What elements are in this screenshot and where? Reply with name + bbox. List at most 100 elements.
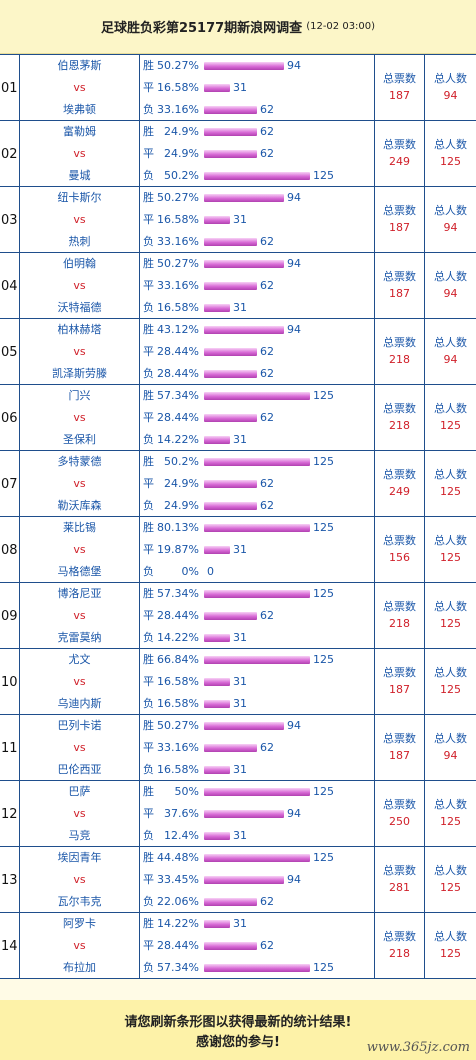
home-team[interactable]: 阿罗卡 (63, 917, 96, 930)
home-team[interactable]: 柏林赫塔 (57, 323, 102, 336)
draw-bar-line: 平 24.9% 62 (143, 143, 373, 165)
total-votes-cell: 总票数 250 (375, 781, 425, 847)
win-bar (204, 458, 310, 466)
win-count: 62 (260, 125, 274, 138)
loss-count: 125 (313, 961, 334, 974)
loss-label: 负 (143, 895, 154, 908)
away-team[interactable]: 马竞 (68, 829, 91, 842)
loss-bar (204, 502, 257, 510)
home-team[interactable]: 巴列卡诺 (57, 719, 102, 732)
total-users-value: 94 (443, 749, 458, 762)
page-title: 足球胜负彩第25177期新浪网调查 (100, 21, 303, 36)
loss-percent: 57.34% (157, 961, 199, 974)
total-votes-value: 187 (389, 287, 410, 300)
away-team[interactable]: 马格德堡 (57, 565, 102, 578)
home-team[interactable]: 尤文 (68, 653, 91, 666)
draw-bar (204, 546, 230, 554)
away-team[interactable]: 埃弗顿 (63, 103, 96, 116)
win-percent: 50% (174, 785, 199, 798)
home-team[interactable]: 博洛尼亚 (57, 587, 102, 600)
away-team[interactable]: 巴伦西亚 (57, 763, 102, 776)
match-teams: 纽卡斯尔 vs 热刺 (20, 187, 140, 253)
total-users-value: 94 (443, 221, 458, 234)
match-teams: 巴萨 vs 马竞 (20, 781, 140, 847)
total-votes-cell: 总票数 249 (375, 121, 425, 187)
loss-count: 125 (313, 169, 334, 182)
home-team[interactable]: 伯恩茅斯 (57, 59, 102, 72)
home-team[interactable]: 伯明翰 (63, 257, 96, 270)
win-count: 125 (313, 851, 334, 864)
win-count: 94 (287, 191, 301, 204)
draw-percent: 33.16% (157, 279, 199, 292)
match-teams: 门兴 vs 圣保利 (20, 385, 140, 451)
home-team[interactable]: 埃因青年 (57, 851, 102, 864)
away-team[interactable]: 布拉加 (63, 961, 96, 974)
win-percent: 57.34% (157, 587, 199, 600)
loss-percent: 50.2% (164, 169, 199, 182)
total-votes-value: 218 (389, 947, 410, 960)
draw-label: 平 (143, 477, 154, 490)
home-team[interactable]: 门兴 (68, 389, 91, 402)
total-votes-label: 总票数 (383, 534, 416, 547)
loss-bar (204, 106, 257, 114)
total-votes-value: 187 (389, 749, 410, 762)
total-votes-label: 总票数 (383, 798, 416, 811)
total-votes-cell: 总票数 218 (375, 913, 425, 979)
away-team[interactable]: 克雷莫纳 (57, 631, 102, 644)
win-count: 125 (313, 653, 334, 666)
vs-label: vs (73, 609, 86, 622)
total-votes-cell: 总票数 218 (375, 583, 425, 649)
win-bar-line: 胜 24.9% 62 (143, 121, 373, 143)
vote-bars: 胜 50.27% 94 平 16.58% 31 负 33.16% 62 (140, 187, 375, 253)
away-team[interactable]: 热刺 (68, 235, 91, 248)
match-teams: 多特蒙德 vs 勒沃库森 (20, 451, 140, 517)
away-team[interactable]: 凯泽斯劳滕 (52, 367, 107, 380)
draw-bar-line: 平 28.44% 62 (143, 605, 373, 627)
win-bar-line: 胜 14.22% 31 (143, 913, 373, 935)
loss-bar (204, 634, 230, 642)
match-number: 01 (0, 55, 20, 121)
away-team[interactable]: 沃特福德 (57, 301, 102, 314)
away-team[interactable]: 瓦尔韦克 (57, 895, 102, 908)
total-users-label: 总人数 (434, 336, 467, 349)
win-count: 125 (313, 521, 334, 534)
draw-bar (204, 942, 257, 950)
win-percent: 24.9% (164, 125, 199, 138)
win-label: 胜 (143, 587, 154, 600)
loss-bar-line: 负 16.58% 31 (143, 759, 373, 781)
draw-percent: 28.44% (157, 609, 199, 622)
win-bar-line: 胜 50.27% 94 (143, 55, 373, 77)
home-team[interactable]: 巴萨 (68, 785, 91, 798)
vs-label: vs (73, 477, 86, 490)
total-users-value: 94 (443, 353, 458, 366)
total-votes-cell: 总票数 218 (375, 385, 425, 451)
home-team[interactable]: 纽卡斯尔 (57, 191, 102, 204)
win-label: 胜 (143, 59, 154, 72)
loss-label: 负 (143, 565, 154, 578)
win-bar (204, 656, 310, 664)
home-team[interactable]: 富勒姆 (63, 125, 96, 138)
loss-bar-line: 负 33.16% 62 (143, 231, 373, 253)
away-team[interactable]: 曼城 (68, 169, 91, 182)
away-team[interactable]: 圣保利 (63, 433, 96, 446)
home-team[interactable]: 多特蒙德 (57, 455, 102, 468)
total-users-value: 125 (440, 155, 461, 168)
loss-label: 负 (143, 367, 154, 380)
away-team[interactable]: 勒沃库森 (57, 499, 102, 512)
draw-percent: 33.45% (157, 873, 199, 886)
total-votes-value: 156 (389, 551, 410, 564)
total-users-label: 总人数 (434, 138, 467, 151)
vote-bars: 胜 50.27% 94 平 33.16% 62 负 16.58% 31 (140, 715, 375, 781)
loss-count: 31 (233, 763, 247, 776)
away-team[interactable]: 乌迪内斯 (57, 697, 102, 710)
draw-percent: 28.44% (157, 345, 199, 358)
draw-bar-line: 平 37.6% 94 (143, 803, 373, 825)
total-users-cell: 总人数 125 (425, 913, 476, 979)
win-label: 胜 (143, 191, 154, 204)
loss-bar-line: 负 28.44% 62 (143, 363, 373, 385)
draw-bar-line: 平 16.58% 31 (143, 77, 373, 99)
total-users-value: 125 (440, 683, 461, 696)
draw-bar (204, 810, 284, 818)
table-row: 12 巴萨 vs 马竞 胜 50% 125 平 37.6% 94 负 12.4% 31 总票数 250 总人数… (0, 781, 476, 847)
home-team[interactable]: 莱比锡 (63, 521, 96, 534)
